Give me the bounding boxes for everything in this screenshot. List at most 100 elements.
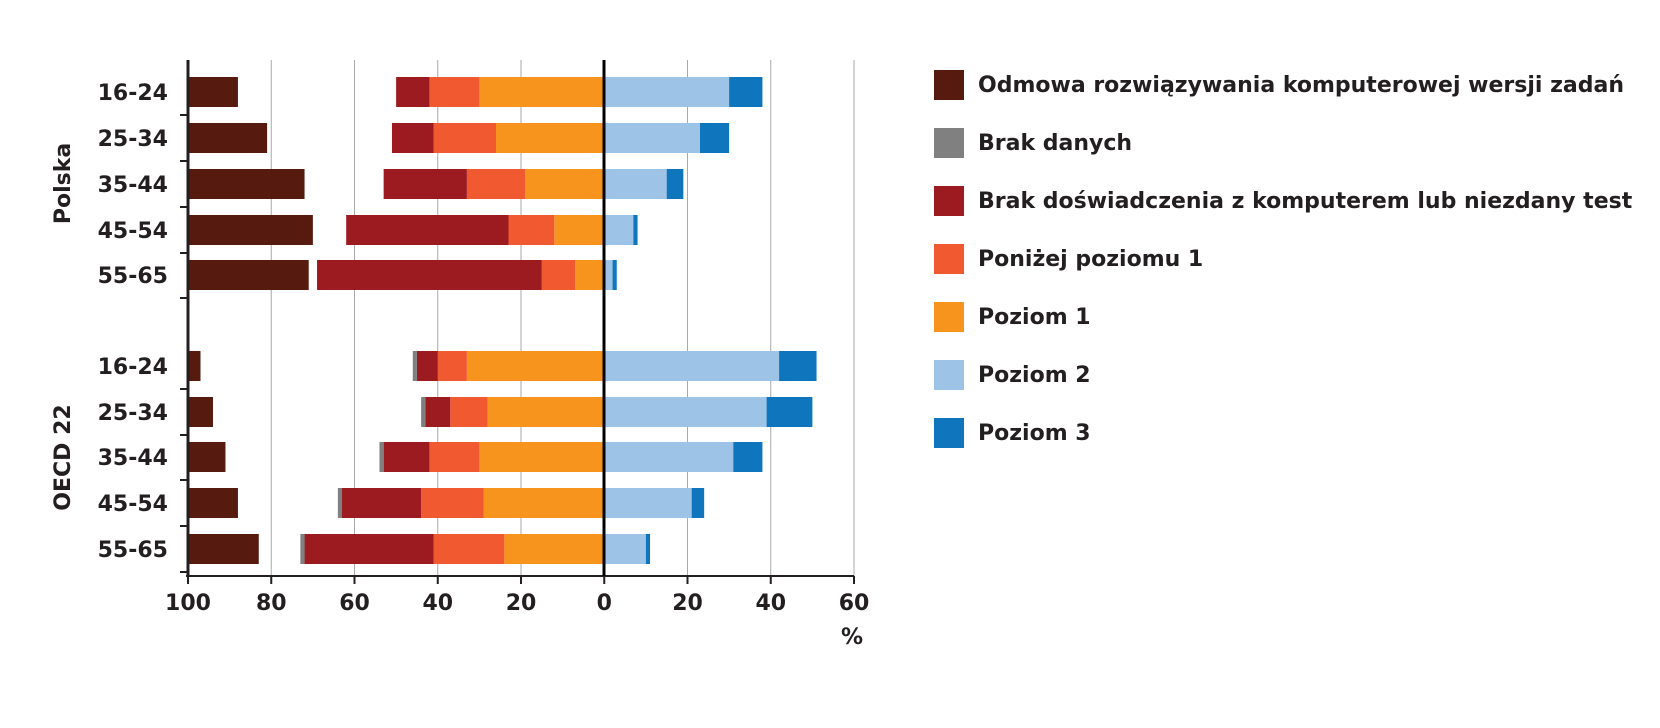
- x-tick-label: 100: [165, 591, 211, 616]
- group-label: Polska: [51, 143, 76, 224]
- bar-brak-do-wiadczenia-z-komputerem-lub-niezdany-test: [416, 351, 438, 381]
- bar-poni-ej-poziomu-1: [450, 397, 488, 427]
- bar-brak-danych: [337, 488, 343, 518]
- bar-poni-ej-poziomu-1: [421, 488, 484, 518]
- legend-item: Poziom 1: [934, 302, 1632, 332]
- bar-poni-ej-poziomu-1: [541, 260, 576, 290]
- category-label: 35-44: [98, 446, 168, 471]
- bar-odmowa-rozwi-zywania-komputerowej-wersji-zada: [188, 488, 238, 518]
- x-tick-labels: 100 80 60 40 20 0 20 40 60: [165, 576, 869, 616]
- x-tick-label: 20: [672, 591, 703, 616]
- bar-poziom-2: [604, 260, 613, 290]
- bar-poni-ej-poziomu-1: [433, 123, 497, 153]
- bar-poziom-2: [604, 169, 667, 199]
- bar-poziom-2: [604, 442, 734, 472]
- legend-swatch: [934, 302, 964, 332]
- legend-label: Brak doświadczenia z komputerem lub niez…: [978, 188, 1633, 214]
- bar-poziom-2: [604, 397, 767, 427]
- bar-odmowa-rozwi-zywania-komputerowej-wersji-zada: [188, 534, 259, 564]
- legend-swatch: [934, 186, 964, 216]
- bar-brak-danych: [412, 351, 417, 381]
- legend-item: Poniżej poziomu 1: [934, 244, 1632, 274]
- bar-poziom-1: [479, 77, 605, 107]
- legend-swatch: [934, 70, 964, 100]
- bar-poziom-3: [612, 260, 617, 290]
- bar-poziom-2: [604, 123, 700, 153]
- x-tick-label: 40: [755, 591, 786, 616]
- bar-brak-do-wiadczenia-z-komputerem-lub-niezdany-test: [342, 488, 422, 518]
- category-label: 35-44: [98, 173, 168, 198]
- legend-label: Brak danych: [978, 130, 1133, 156]
- bar-poziom-3: [766, 397, 813, 427]
- bar-poziom-1: [525, 169, 605, 199]
- bar-poziom-1: [487, 397, 605, 427]
- bar-poziom-1: [554, 215, 605, 245]
- legend: Odmowa rozwiązywania komputerowej wersji…: [934, 70, 1632, 476]
- legend-item: Poziom 3: [934, 418, 1632, 448]
- category-label: 45-54: [98, 219, 168, 244]
- bar-brak-do-wiadczenia-z-komputerem-lub-niezdany-test: [425, 397, 451, 427]
- legend-item: Brak danych: [934, 128, 1632, 158]
- legend-swatch: [934, 418, 964, 448]
- bar-poziom-3: [699, 123, 730, 153]
- bar-poni-ej-poziomu-1: [508, 215, 555, 245]
- x-tick-label: 60: [839, 591, 870, 616]
- bar-poni-ej-poziomu-1: [429, 442, 480, 472]
- legend-label: Poniżej poziomu 1: [978, 246, 1204, 272]
- legend-item: Brak doświadczenia z komputerem lub niez…: [934, 186, 1632, 216]
- bar-poni-ej-poziomu-1: [437, 351, 467, 381]
- legend-label: Odmowa rozwiązywania komputerowej wersji…: [978, 72, 1624, 98]
- bar-brak-do-wiadczenia-z-komputerem-lub-niezdany-test: [383, 169, 467, 199]
- category-label: 25-34: [98, 401, 168, 426]
- category-label: 55-65: [98, 538, 168, 563]
- bar-poziom-2: [604, 77, 730, 107]
- bar-poziom-1: [575, 260, 605, 290]
- legend-swatch: [934, 128, 964, 158]
- bars: [188, 77, 817, 564]
- bar-brak-danych: [379, 442, 384, 472]
- x-tick-label: 60: [339, 591, 370, 616]
- bar-poziom-1: [504, 534, 605, 564]
- legend-item: Poziom 2: [934, 360, 1632, 390]
- bar-poziom-3: [729, 77, 763, 107]
- legend-label: Poziom 1: [978, 304, 1091, 330]
- bar-brak-do-wiadczenia-z-komputerem-lub-niezdany-test: [383, 442, 430, 472]
- x-tick-label: 0: [597, 591, 612, 616]
- bar-brak-danych: [421, 397, 426, 427]
- bar-odmowa-rozwi-zywania-komputerowej-wersji-zada: [188, 351, 201, 381]
- category-label: 55-65: [98, 264, 168, 289]
- bar-poziom-2: [604, 351, 780, 381]
- bar-odmowa-rozwi-zywania-komputerowej-wersji-zada: [188, 169, 305, 199]
- bar-odmowa-rozwi-zywania-komputerowej-wersji-zada: [188, 123, 268, 153]
- bar-poziom-2: [604, 488, 692, 518]
- category-label: 16-24: [98, 355, 168, 380]
- legend-label: Poziom 3: [978, 420, 1091, 446]
- bar-poziom-1: [483, 488, 605, 518]
- bar-poziom-3: [691, 488, 705, 518]
- x-tick-label: 80: [256, 591, 287, 616]
- bar-brak-do-wiadczenia-z-komputerem-lub-niezdany-test: [346, 215, 509, 245]
- bar-brak-do-wiadczenia-z-komputerem-lub-niezdany-test: [304, 534, 434, 564]
- bar-odmowa-rozwi-zywania-komputerowej-wersji-zada: [188, 442, 226, 472]
- bar-brak-danych: [300, 534, 305, 564]
- bar-poziom-3: [779, 351, 817, 381]
- bar-poziom-1: [479, 442, 605, 472]
- bar-poziom-2: [604, 534, 646, 564]
- legend-swatch: [934, 360, 964, 390]
- chart: 100 80 60 40 20 0 20 40 60 16-24 25-34 35-44 45-54 5…: [51, 60, 869, 650]
- bar-poni-ej-poziomu-1: [429, 77, 480, 107]
- bar-brak-do-wiadczenia-z-komputerem-lub-niezdany-test: [396, 77, 430, 107]
- category-label: 45-54: [98, 492, 168, 517]
- legend-label: Poziom 2: [978, 362, 1091, 388]
- legend-swatch: [934, 244, 964, 274]
- bar-odmowa-rozwi-zywania-komputerowej-wersji-zada: [188, 77, 238, 107]
- legend-item: Odmowa rozwiązywania komputerowej wersji…: [934, 70, 1632, 100]
- group-labels: Polska OECD 22: [51, 143, 76, 511]
- bar-odmowa-rozwi-zywania-komputerowej-wersji-zada: [188, 260, 309, 290]
- bar-brak-do-wiadczenia-z-komputerem-lub-niezdany-test: [317, 260, 542, 290]
- bar-poziom-3: [733, 442, 763, 472]
- group-label: OECD 22: [51, 404, 76, 510]
- category-labels: 16-24 25-34 35-44 45-54 55-65 16-24 25-34 35-44…: [98, 81, 188, 573]
- bar-poziom-3: [633, 215, 638, 245]
- bar-poziom-3: [645, 534, 651, 564]
